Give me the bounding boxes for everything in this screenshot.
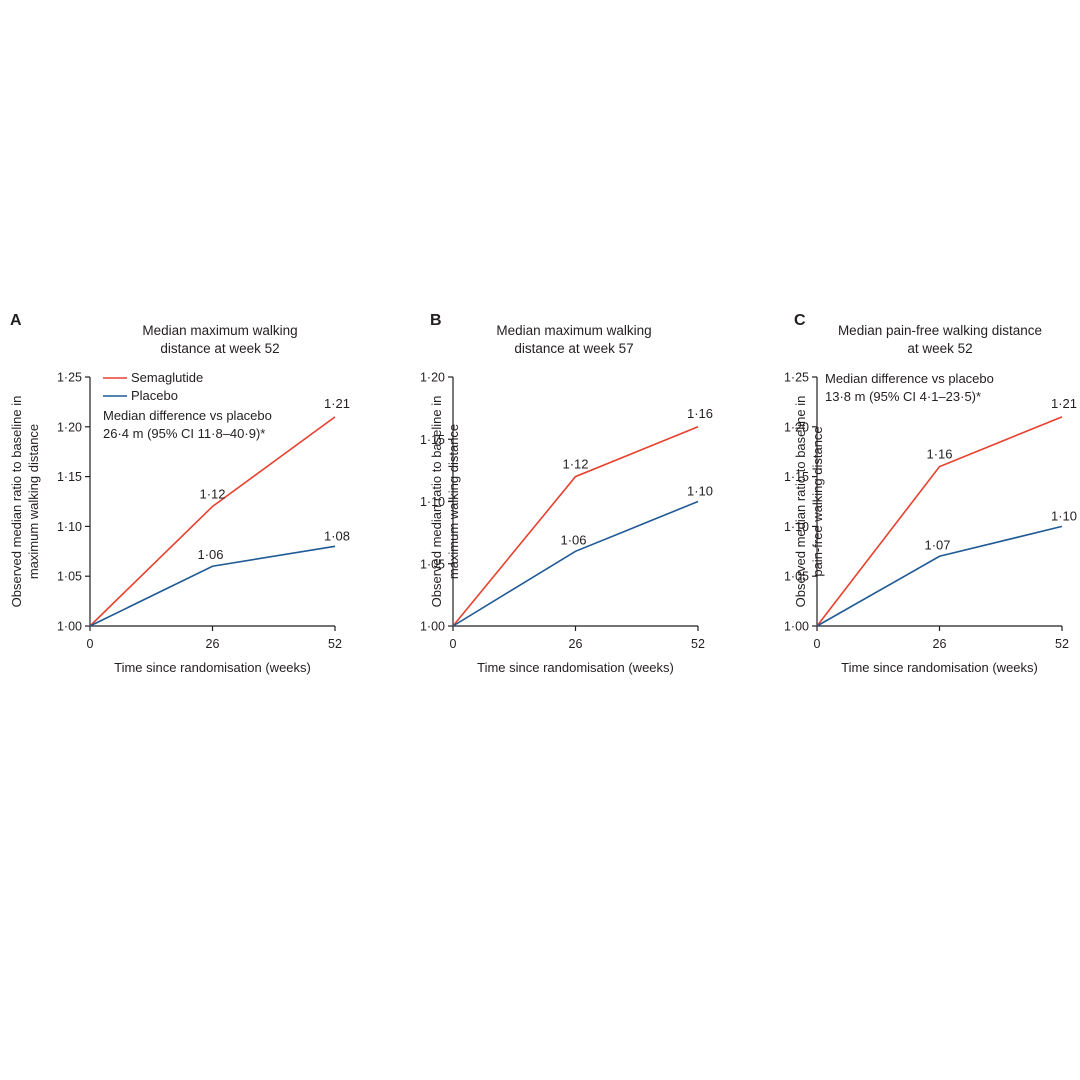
y-axis-label: pain-free walking distance (810, 426, 825, 576)
y-tick-label: 1·05 (784, 570, 809, 584)
data-label: 1·10 (1051, 508, 1077, 523)
x-tick-label: 52 (1055, 637, 1069, 651)
panel-letter: A (10, 312, 22, 329)
y-axis-label: maximum walking distance (446, 424, 461, 579)
x-tick-label: 26 (206, 637, 220, 651)
panel-letter: B (430, 312, 442, 329)
series-line-placebo (452, 500, 699, 627)
panel-b: B Median maximum walking distance at week … (420, 312, 713, 675)
y-axis-label: Observed median ratio to baseline in (9, 396, 24, 608)
y-tick-label: 1·25 (57, 371, 82, 385)
panel-letter: C (794, 312, 806, 329)
x-tick-label: 0 (814, 637, 821, 651)
data-label: 1·10 (687, 484, 713, 499)
y-tick-label: 1·15 (784, 470, 809, 484)
x-axis-label: Time since randomisation (weeks) (477, 660, 674, 675)
series-line-semaglutide (452, 426, 699, 627)
y-tick-label: 1·10 (784, 520, 809, 534)
annotation-text: 26·4 m (95% CI 11·8–40·9)* (103, 426, 265, 441)
y-tick-label: 1·15 (57, 470, 82, 484)
data-label: 1·12 (562, 457, 588, 472)
data-label: 1·16 (926, 447, 952, 462)
data-label: 1·12 (199, 486, 225, 501)
series-line-semaglutide (89, 416, 336, 627)
x-axis-label: Time since randomisation (weeks) (841, 660, 1038, 675)
panel-c: C Median pain-free walking distance at wee… (784, 312, 1077, 675)
y-axis-label: maximum walking distance (26, 424, 41, 579)
series-line-placebo (816, 525, 1063, 627)
panel-title: distance at week 52 (160, 341, 279, 356)
y-axis-label: Observed median ratio to baseline in (429, 396, 444, 608)
data-label: 1·07 (924, 537, 950, 552)
series-line-placebo (89, 545, 336, 627)
y-tick-label: 1·15 (420, 433, 445, 447)
x-tick-label: 52 (691, 637, 705, 651)
data-label: 1·06 (197, 547, 223, 562)
series-line-semaglutide (816, 416, 1063, 627)
y-tick-label: 1·05 (420, 557, 445, 571)
panel-title: at week 52 (907, 341, 972, 356)
data-label: 1·08 (324, 528, 350, 543)
x-axis-label: Time since randomisation (weeks) (114, 660, 311, 675)
y-tick-label: 1·10 (57, 520, 82, 534)
y-tick-label: 1·20 (420, 371, 445, 385)
annotation-text: Median difference vs placebo (825, 371, 994, 386)
panel-title: distance at week 57 (514, 341, 633, 356)
x-tick-label: 52 (328, 637, 342, 651)
y-tick-label: 1·00 (57, 620, 82, 634)
data-label: 1·21 (1051, 396, 1077, 411)
panel-title: Median maximum walking (142, 323, 297, 338)
data-label: 1·21 (324, 396, 350, 411)
y-tick-label: 1·20 (57, 420, 82, 434)
y-axis-label: Observed median ratio to baseline in (793, 396, 808, 608)
x-tick-label: 26 (933, 637, 947, 651)
data-label: 1·06 (560, 532, 586, 547)
y-tick-label: 1·00 (420, 620, 445, 634)
panel-title: Median pain-free walking distance (838, 323, 1042, 338)
y-tick-label: 1·00 (784, 620, 809, 634)
panel-a: A Median maximum walking distance at week … (9, 312, 350, 675)
x-tick-label: 0 (450, 637, 457, 651)
y-tick-label: 1·10 (420, 495, 445, 509)
y-tick-label: 1·25 (784, 371, 809, 385)
annotation-text: Median difference vs placebo (103, 408, 272, 423)
x-tick-label: 0 (87, 637, 94, 651)
y-tick-label: 1·05 (57, 570, 82, 584)
x-tick-label: 26 (569, 637, 583, 651)
y-tick-label: 1·20 (784, 420, 809, 434)
legend-entry: Placebo (131, 388, 178, 403)
legend-entry: Semaglutide (131, 370, 203, 385)
annotation-text: 13·8 m (95% CI 4·1–23·5)* (825, 389, 981, 404)
panel-title: Median maximum walking (496, 323, 651, 338)
data-label: 1·16 (687, 406, 713, 421)
